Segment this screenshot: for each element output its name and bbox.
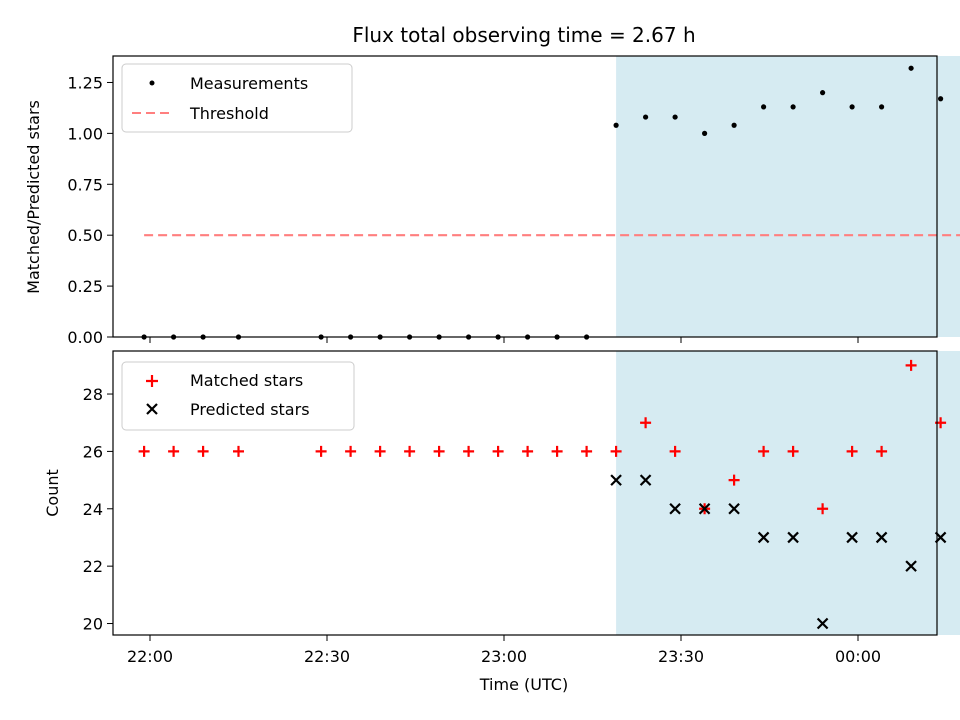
top-observing-span [616, 56, 960, 337]
bottom-y-tick-label: 20 [83, 615, 103, 634]
matched-star-point [233, 445, 244, 457]
predicted-star-point [669, 503, 681, 515]
bottom-y-tick-label: 24 [83, 500, 103, 519]
top-axes-frame [112, 55, 938, 338]
bottom-y-tick-label: 28 [83, 385, 103, 404]
legend-label-predicted: Predicted stars [190, 400, 310, 419]
measurement-point [790, 104, 796, 110]
measurement-point [879, 104, 885, 110]
bottom-legend: Matched stars Predicted stars [121, 361, 355, 431]
top-y-tick-label: 0.00 [67, 328, 103, 347]
top-panel: 0.00 0.25 0.50 0.75 1.00 1.25 Matched/Predict… [24, 55, 960, 347]
predicted-star-point [757, 531, 770, 544]
matched-star-point [640, 417, 652, 429]
matched-star-point [669, 445, 681, 457]
bottom-legend-box [121, 361, 355, 431]
bottom-observing-span [616, 351, 960, 635]
matched-star-point [551, 445, 563, 457]
top-y-tick-label: 0.75 [67, 175, 103, 194]
measurement-point [938, 96, 944, 102]
matched-star-point [463, 445, 475, 457]
legend-marker-matched [146, 375, 158, 387]
matched-star-point [610, 445, 622, 457]
matched-star-point [905, 359, 917, 371]
matched-star-point [817, 503, 829, 515]
matched-star-point [345, 445, 357, 457]
bottom-y-axis-label: Count [43, 469, 62, 517]
matched-star-point [581, 445, 593, 457]
matched-star-point [374, 445, 386, 457]
matched-star-point [138, 445, 150, 457]
matched-star-point [787, 445, 799, 457]
matched-star-point [168, 445, 180, 457]
matched-star-point [404, 445, 416, 457]
matched-star-point [197, 445, 209, 457]
x-tick-label: 23:00 [481, 647, 527, 666]
matched-star-point [433, 445, 445, 457]
predicted-star-point [816, 617, 829, 630]
top-y-ticks: 0.00 0.25 0.50 0.75 1.00 1.25 [67, 73, 113, 347]
measurement-point [672, 114, 678, 120]
bottom-y-tick-label: 22 [83, 557, 103, 576]
top-x-ticks [149, 337, 859, 343]
matched-star-point [522, 445, 534, 457]
top-y-tick-label: 0.50 [67, 226, 103, 245]
x-tick-label: 22:30 [304, 647, 350, 666]
legend-marker-predicted [146, 403, 158, 415]
predicted-star-point [639, 474, 652, 486]
predicted-star-point [728, 503, 740, 515]
bottom-y-tick-label: 26 [83, 442, 103, 461]
measurement-point [761, 104, 767, 110]
x-tick-label: 00:00 [835, 647, 881, 666]
top-legend: Measurements Threshold [121, 63, 353, 133]
top-y-tick-label: 0.25 [67, 277, 103, 296]
legend-label-measurements: Measurements [190, 74, 308, 93]
bottom-x-ticks: 22:0022:3023:0023:3000:0000:3001:0001:30… [127, 635, 881, 666]
predicted-star-point [905, 560, 917, 572]
matched-stars-points [138, 359, 947, 515]
x-tick-label: 23:30 [658, 647, 704, 666]
measurement-point [702, 130, 708, 136]
predicted-star-point [846, 531, 858, 544]
bottom-y-ticks: 20 22 24 26 28 [83, 385, 113, 634]
measurement-point [643, 114, 649, 120]
x-tick-label: 22:00 [127, 647, 173, 666]
chart-title: Flux total observing time = 2.67 h [352, 23, 695, 47]
measurement-point [849, 104, 855, 110]
top-y-tick-label: 1.25 [67, 73, 103, 92]
matched-star-point [758, 445, 770, 457]
legend-label-threshold: Threshold [189, 104, 269, 123]
measurement-point [613, 122, 619, 128]
predicted-star-point [698, 503, 711, 515]
matched-star-point [846, 445, 858, 457]
x-axis-label: Time (UTC) [479, 675, 568, 694]
matched-star-point [492, 445, 504, 457]
top-legend-box [121, 63, 353, 133]
measurement-point [731, 122, 737, 128]
predicted-star-point [787, 531, 799, 544]
legend-marker-measurements [149, 80, 155, 86]
top-y-tick-label: 1.00 [67, 124, 103, 143]
bottom-axes-frame [112, 350, 938, 636]
predicted-star-point [610, 474, 622, 486]
predicted-star-point [875, 531, 888, 544]
legend-label-matched: Matched stars [190, 371, 303, 390]
matched-star-point [728, 474, 740, 486]
matched-star-point [876, 445, 888, 457]
top-y-axis-label: Matched/Predicted stars [24, 100, 43, 294]
measurement-point [908, 65, 914, 71]
predicted-stars-points [610, 474, 947, 630]
measurement-point [820, 90, 826, 96]
matched-star-point [315, 445, 327, 457]
